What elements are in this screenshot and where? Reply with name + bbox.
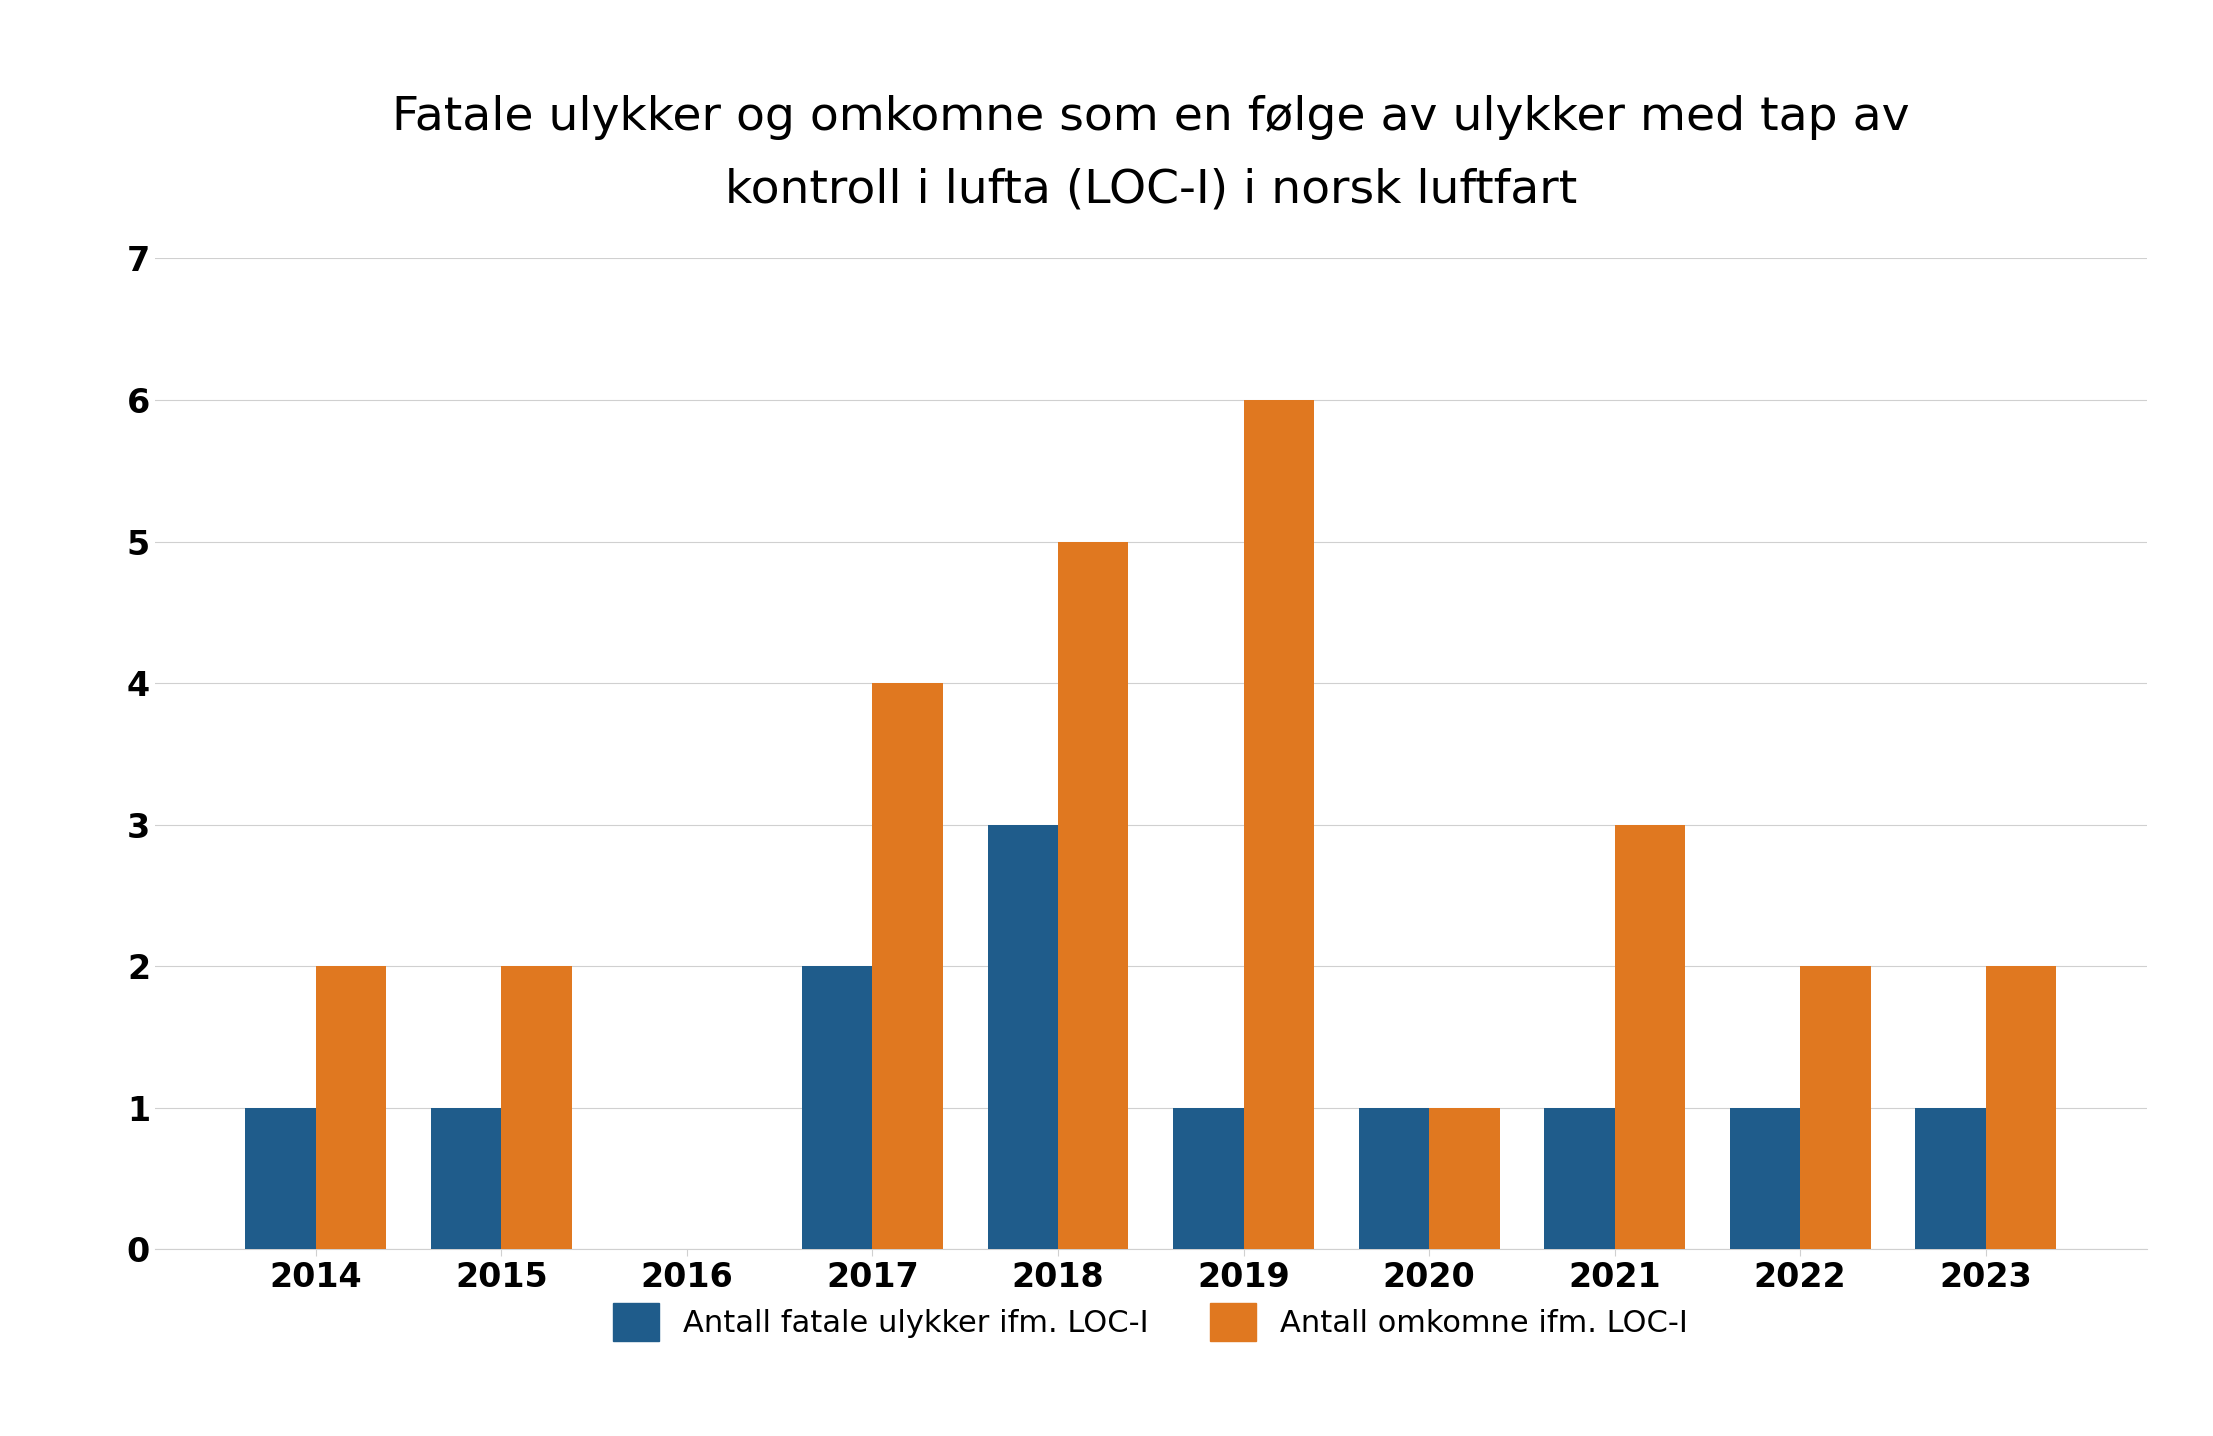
Bar <box>1985 966 2056 1249</box>
Bar <box>246 1107 316 1249</box>
Bar <box>872 684 943 1249</box>
Bar <box>1058 541 1129 1249</box>
Bar <box>502 966 571 1249</box>
Bar <box>1731 1107 1799 1249</box>
Bar <box>1430 1107 1500 1249</box>
Bar <box>1545 1107 1615 1249</box>
Title: Fatale ulykker og omkomne som en følge av ulykker med tap av
kontroll i lufta (L: Fatale ulykker og omkomne som en følge a… <box>392 95 1910 213</box>
Bar <box>1359 1107 1430 1249</box>
Bar <box>1615 824 1684 1249</box>
Bar <box>1914 1107 1985 1249</box>
Bar <box>1173 1107 1244 1249</box>
Bar <box>316 966 387 1249</box>
Bar <box>432 1107 502 1249</box>
Legend: Antall fatale ulykker ifm. LOC-I, Antall omkomne ifm. LOC-I: Antall fatale ulykker ifm. LOC-I, Antall… <box>602 1291 1700 1353</box>
Bar <box>987 824 1058 1249</box>
Bar <box>801 966 872 1249</box>
Bar <box>1799 966 1870 1249</box>
Bar <box>1244 401 1315 1249</box>
